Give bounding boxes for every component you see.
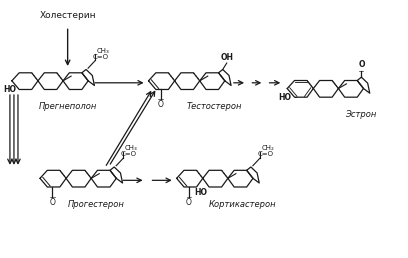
Text: Прегнеполон: Прегнеполон bbox=[38, 102, 97, 111]
Text: Прогестерон: Прогестерон bbox=[67, 200, 124, 208]
Text: O: O bbox=[186, 198, 192, 207]
Text: CH₃: CH₃ bbox=[125, 145, 138, 151]
Text: Холестерин: Холестерин bbox=[39, 11, 96, 20]
Text: HO: HO bbox=[3, 85, 16, 94]
Text: OH: OH bbox=[220, 53, 233, 62]
Text: HO: HO bbox=[278, 93, 291, 102]
Text: HO: HO bbox=[194, 188, 207, 197]
Text: O: O bbox=[358, 60, 365, 69]
Text: CH₃: CH₃ bbox=[97, 48, 110, 54]
Text: O: O bbox=[158, 100, 164, 109]
Text: CH₂: CH₂ bbox=[262, 145, 275, 151]
Text: Эстрон: Эстрон bbox=[346, 110, 377, 119]
Text: C=O: C=O bbox=[121, 151, 137, 157]
Text: Тестостерон: Тестостерон bbox=[186, 102, 242, 111]
Text: C=O: C=O bbox=[258, 151, 274, 157]
Text: C=O: C=O bbox=[93, 54, 109, 60]
Text: O: O bbox=[49, 198, 55, 207]
Text: Кортикастерон: Кортикастерон bbox=[208, 200, 276, 208]
